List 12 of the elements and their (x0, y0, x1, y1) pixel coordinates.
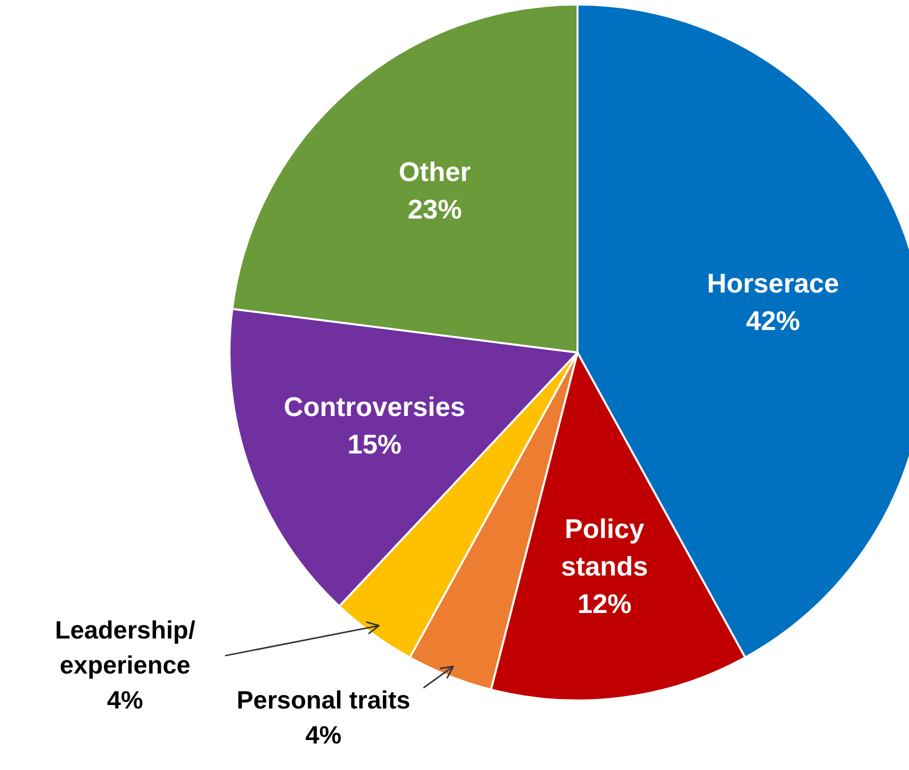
data-label: 4% (107, 686, 144, 715)
slice-label: Policy stands (561, 514, 648, 582)
data-label: 4% (305, 721, 342, 750)
slice-label: Leadership/experience (54, 616, 196, 680)
slice-label: Other (398, 156, 472, 187)
data-label: 12% (578, 589, 632, 620)
slice-label: Horserace (706, 268, 840, 299)
slice-label: Personal traits (236, 686, 410, 714)
data-label: 15% (347, 429, 402, 460)
data-label: 42% (746, 306, 800, 336)
slice-label: Controversies (284, 392, 466, 422)
data-label: 23% (408, 194, 462, 224)
